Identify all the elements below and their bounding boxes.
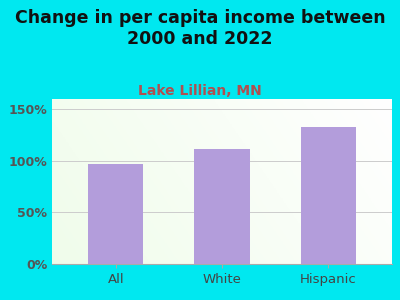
Bar <box>88 164 143 264</box>
Bar <box>194 148 250 264</box>
Text: Lake Lillian, MN: Lake Lillian, MN <box>138 84 262 98</box>
Text: Change in per capita income between
2000 and 2022: Change in per capita income between 2000… <box>15 9 385 49</box>
Bar <box>301 127 356 264</box>
